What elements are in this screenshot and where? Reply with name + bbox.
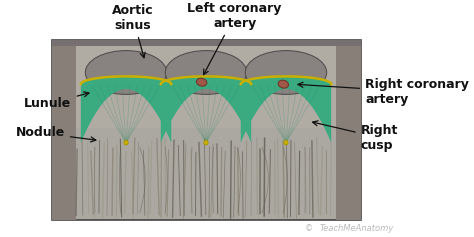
- Ellipse shape: [85, 50, 167, 94]
- Text: Right coronary
artery: Right coronary artery: [298, 78, 469, 106]
- Text: Lunule: Lunule: [24, 92, 89, 110]
- Text: Left coronary
artery: Left coronary artery: [188, 2, 282, 75]
- Text: Right
cusp: Right cusp: [313, 121, 398, 152]
- Circle shape: [284, 140, 288, 145]
- Bar: [337, 40, 361, 220]
- Text: TeachMeAnatomy: TeachMeAnatomy: [320, 224, 394, 233]
- Text: ©: ©: [304, 224, 313, 233]
- Bar: [52, 40, 76, 220]
- Ellipse shape: [245, 50, 327, 94]
- Circle shape: [204, 140, 208, 145]
- Ellipse shape: [165, 50, 246, 94]
- Polygon shape: [161, 76, 251, 143]
- Bar: [52, 40, 361, 46]
- Ellipse shape: [278, 80, 289, 88]
- Text: Aortic
sinus: Aortic sinus: [112, 4, 154, 58]
- Ellipse shape: [196, 78, 207, 86]
- Bar: [52, 40, 361, 128]
- Text: Nodule: Nodule: [16, 126, 96, 142]
- Bar: [52, 40, 361, 220]
- Circle shape: [124, 140, 128, 145]
- Polygon shape: [81, 76, 171, 143]
- Polygon shape: [241, 76, 331, 143]
